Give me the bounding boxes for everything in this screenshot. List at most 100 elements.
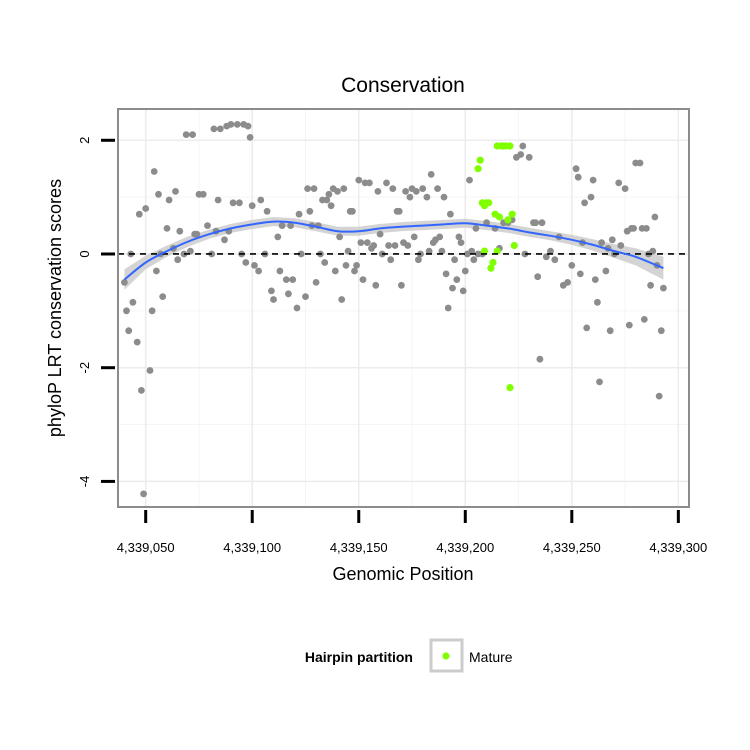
data-point-other: [647, 281, 654, 289]
data-point-other: [596, 378, 603, 386]
data-point-other: [366, 179, 373, 187]
y-axis-title: phyloP LRT conservation scores: [45, 179, 65, 437]
data-point-mature: [504, 216, 512, 224]
x-tick-label: 4,339,100: [223, 540, 281, 555]
data-point-other: [349, 207, 356, 215]
data-point-other: [651, 213, 659, 221]
x-axis-title: Genomic Position: [332, 564, 473, 584]
data-point-mature: [506, 142, 514, 150]
data-point-other: [123, 307, 130, 315]
data-point-other: [655, 392, 663, 400]
data-point-other: [576, 270, 584, 278]
data-point-mature: [495, 213, 503, 221]
data-point-other: [440, 193, 448, 201]
data-point-other: [121, 279, 128, 286]
data-point-other: [625, 321, 633, 329]
data-point-other: [608, 236, 616, 244]
smooth-fit-line: [123, 220, 664, 281]
data-point-other: [153, 267, 160, 275]
data-point-other: [138, 387, 145, 394]
data-point-other: [468, 247, 476, 255]
grid-layer: [118, 109, 689, 507]
data-point-other: [621, 185, 629, 193]
data-point-other: [643, 225, 650, 232]
x-tick-label: 4,339,200: [436, 540, 494, 555]
confidence-ribbon-layer: [124, 217, 664, 290]
data-point-other: [351, 267, 358, 275]
data-point-other: [449, 284, 456, 292]
data-point-other: [278, 222, 286, 230]
data-point-other: [135, 210, 143, 218]
data-point-other: [455, 233, 463, 241]
legend: Hairpin partition Mature: [305, 638, 513, 673]
data-point-other: [457, 239, 465, 247]
data-point-other: [353, 262, 360, 269]
data-point-other: [581, 199, 588, 207]
data-point-mature: [506, 384, 514, 392]
data-point-other: [257, 196, 265, 204]
data-point-other: [615, 179, 623, 187]
data-point-other: [325, 190, 333, 198]
x-tick-label: 4,339,300: [649, 540, 707, 555]
plot-border: [117, 108, 690, 508]
data-point-other: [340, 185, 348, 193]
chart-title: Conservation: [341, 74, 465, 97]
data-point-other: [419, 185, 427, 193]
data-point-other: [538, 219, 546, 227]
data-point-other: [583, 324, 591, 332]
data-point-other: [146, 367, 154, 374]
plot-panel: [117, 108, 690, 508]
data-point-other: [244, 122, 252, 130]
data-point-mature: [510, 241, 518, 250]
data-point-other: [336, 233, 343, 241]
data-point-other: [133, 338, 141, 346]
data-point-mature: [476, 156, 484, 164]
data-point-other: [331, 267, 339, 275]
data-point-other: [427, 171, 435, 178]
data-point-other: [270, 296, 277, 303]
data-point-other: [594, 298, 601, 306]
data-point-other: [355, 176, 363, 184]
data-point-other: [129, 298, 137, 306]
data-point-other: [438, 247, 446, 255]
data-point-other: [404, 242, 412, 249]
data-point-other: [459, 287, 467, 295]
data-point-other: [406, 193, 414, 201]
data-point-other: [255, 267, 262, 275]
confidence-ribbon: [124, 217, 664, 290]
data-point-mature: [474, 165, 482, 173]
data-point-other: [472, 225, 480, 232]
data-point-other: [376, 230, 384, 238]
data-point-other: [395, 207, 403, 215]
data-point-other: [436, 233, 444, 241]
data-point-other: [210, 125, 218, 133]
data-point-other: [630, 225, 637, 232]
plot-background: [118, 109, 689, 507]
data-point-other: [587, 193, 595, 201]
data-point-mature: [487, 264, 495, 272]
data-point-other: [204, 222, 211, 230]
data-point-other: [172, 188, 179, 195]
data-point-other: [519, 142, 527, 150]
data-point-other: [574, 173, 582, 181]
data-point-other: [150, 168, 158, 175]
data-point-other: [442, 270, 450, 278]
data-point-other: [572, 165, 580, 173]
data-point-other: [383, 179, 390, 187]
x-tick-label: 4,339,250: [543, 540, 601, 555]
data-point-other: [532, 219, 539, 227]
data-point-other: [636, 159, 644, 167]
data-point-other: [359, 276, 367, 283]
data-point-other: [649, 247, 657, 255]
data-point-other: [534, 273, 542, 281]
data-point-other: [287, 222, 294, 230]
data-point-other: [251, 262, 258, 269]
data-point-other: [214, 196, 222, 204]
data-point-other: [564, 279, 571, 286]
data-point-other: [385, 242, 392, 249]
smooth-line-layer: [123, 220, 664, 281]
data-point-other: [551, 256, 559, 264]
data-point-other: [321, 259, 329, 266]
data-point-other: [274, 233, 282, 241]
